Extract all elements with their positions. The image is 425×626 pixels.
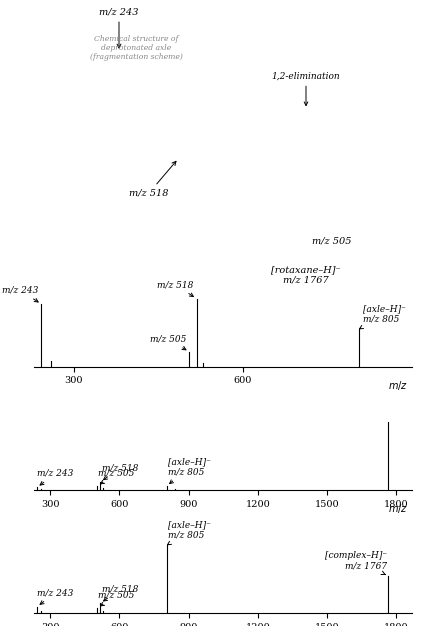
Text: $m/z$: $m/z$ bbox=[388, 379, 408, 392]
Text: m/z 243: m/z 243 bbox=[37, 588, 74, 604]
Text: m/z 243: m/z 243 bbox=[37, 469, 74, 485]
Text: [complex–H]⁻
m/z 1767: [complex–H]⁻ m/z 1767 bbox=[325, 552, 387, 575]
Text: m/z 518: m/z 518 bbox=[129, 162, 176, 198]
Text: [rotaxane–H]⁻
m/z 1767: [rotaxane–H]⁻ m/z 1767 bbox=[271, 265, 341, 284]
Text: m/z 243: m/z 243 bbox=[2, 285, 39, 302]
Text: m/z 505: m/z 505 bbox=[150, 335, 187, 350]
Text: m/z 505: m/z 505 bbox=[312, 236, 351, 245]
Text: 1,2-elimination: 1,2-elimination bbox=[272, 71, 340, 106]
Text: m/z 505: m/z 505 bbox=[98, 591, 134, 606]
Text: m/z 518: m/z 518 bbox=[102, 585, 138, 601]
Text: [axle–H]⁻
m/z 805: [axle–H]⁻ m/z 805 bbox=[167, 521, 211, 545]
Text: m/z 518: m/z 518 bbox=[102, 463, 138, 480]
Text: Chemical structure of
deprotonated axle
(fragmentation scheme): Chemical structure of deprotonated axle … bbox=[90, 34, 182, 61]
Text: [axle–H]⁻
m/z 805: [axle–H]⁻ m/z 805 bbox=[168, 457, 211, 483]
Text: m/z 518: m/z 518 bbox=[157, 280, 194, 297]
Text: [axle–H]⁻
m/z 805: [axle–H]⁻ m/z 805 bbox=[360, 304, 406, 329]
Text: $m/z$: $m/z$ bbox=[388, 503, 408, 515]
Text: m/z 505: m/z 505 bbox=[98, 469, 134, 484]
Text: m/z 243: m/z 243 bbox=[99, 8, 139, 48]
